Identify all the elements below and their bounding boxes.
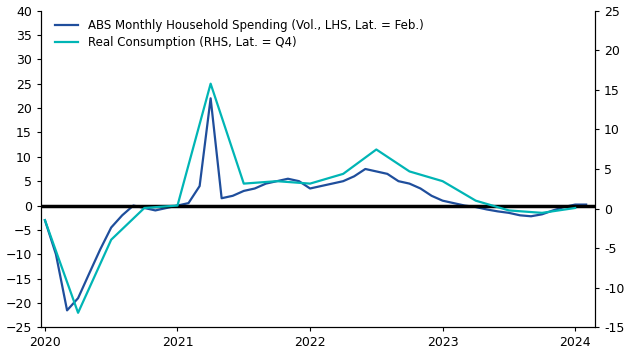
ABS Monthly Household Spending (Vol., LHS, Lat. = Feb.) xyxy=(394,179,402,183)
Real Consumption (RHS, Lat. = Q4) xyxy=(140,206,148,210)
ABS Monthly Household Spending (Vol., LHS, Lat. = Feb.) xyxy=(428,194,435,198)
ABS Monthly Household Spending (Vol., LHS, Lat. = Feb.) xyxy=(461,203,469,208)
ABS Monthly Household Spending (Vol., LHS, Lat. = Feb.) xyxy=(207,96,214,100)
ABS Monthly Household Spending (Vol., LHS, Lat. = Feb.) xyxy=(295,179,303,183)
ABS Monthly Household Spending (Vol., LHS, Lat. = Feb.) xyxy=(163,206,170,210)
ABS Monthly Household Spending (Vol., LHS, Lat. = Feb.) xyxy=(516,213,524,217)
ABS Monthly Household Spending (Vol., LHS, Lat. = Feb.) xyxy=(472,205,479,209)
ABS Monthly Household Spending (Vol., LHS, Lat. = Feb.) xyxy=(560,205,568,209)
Real Consumption (RHS, Lat. = Q4) xyxy=(439,179,447,183)
ABS Monthly Household Spending (Vol., LHS, Lat. = Feb.) xyxy=(196,184,203,188)
ABS Monthly Household Spending (Vol., LHS, Lat. = Feb.) xyxy=(229,194,236,198)
ABS Monthly Household Spending (Vol., LHS, Lat. = Feb.) xyxy=(118,213,126,217)
ABS Monthly Household Spending (Vol., LHS, Lat. = Feb.) xyxy=(538,212,546,217)
ABS Monthly Household Spending (Vol., LHS, Lat. = Feb.) xyxy=(140,206,148,210)
ABS Monthly Household Spending (Vol., LHS, Lat. = Feb.) xyxy=(273,179,281,183)
ABS Monthly Household Spending (Vol., LHS, Lat. = Feb.) xyxy=(251,186,258,191)
Line: Real Consumption (RHS, Lat. = Q4): Real Consumption (RHS, Lat. = Q4) xyxy=(45,84,575,313)
ABS Monthly Household Spending (Vol., LHS, Lat. = Feb.) xyxy=(41,218,49,222)
ABS Monthly Household Spending (Vol., LHS, Lat. = Feb.) xyxy=(63,308,71,312)
ABS Monthly Household Spending (Vol., LHS, Lat. = Feb.) xyxy=(108,225,115,230)
ABS Monthly Household Spending (Vol., LHS, Lat. = Feb.) xyxy=(262,181,270,186)
ABS Monthly Household Spending (Vol., LHS, Lat. = Feb.) xyxy=(130,203,137,208)
Real Consumption (RHS, Lat. = Q4) xyxy=(306,181,314,186)
ABS Monthly Household Spending (Vol., LHS, Lat. = Feb.) xyxy=(284,176,292,181)
ABS Monthly Household Spending (Vol., LHS, Lat. = Feb.) xyxy=(406,181,413,186)
Legend: ABS Monthly Household Spending (Vol., LHS, Lat. = Feb.), Real Consumption (RHS, : ABS Monthly Household Spending (Vol., LH… xyxy=(52,16,426,51)
ABS Monthly Household Spending (Vol., LHS, Lat. = Feb.) xyxy=(74,296,82,300)
Real Consumption (RHS, Lat. = Q4) xyxy=(472,198,479,203)
ABS Monthly Household Spending (Vol., LHS, Lat. = Feb.) xyxy=(505,211,513,215)
ABS Monthly Household Spending (Vol., LHS, Lat. = Feb.) xyxy=(152,208,159,213)
ABS Monthly Household Spending (Vol., LHS, Lat. = Feb.) xyxy=(218,196,226,200)
Real Consumption (RHS, Lat. = Q4) xyxy=(74,311,82,315)
Real Consumption (RHS, Lat. = Q4) xyxy=(340,172,347,176)
ABS Monthly Household Spending (Vol., LHS, Lat. = Feb.) xyxy=(362,167,369,171)
Real Consumption (RHS, Lat. = Q4) xyxy=(174,203,181,208)
Real Consumption (RHS, Lat. = Q4) xyxy=(505,208,513,213)
ABS Monthly Household Spending (Vol., LHS, Lat. = Feb.) xyxy=(85,272,93,276)
ABS Monthly Household Spending (Vol., LHS, Lat. = Feb.) xyxy=(549,208,557,213)
ABS Monthly Household Spending (Vol., LHS, Lat. = Feb.) xyxy=(416,186,424,191)
ABS Monthly Household Spending (Vol., LHS, Lat. = Feb.) xyxy=(174,203,181,208)
Real Consumption (RHS, Lat. = Q4) xyxy=(571,206,579,210)
ABS Monthly Household Spending (Vol., LHS, Lat. = Feb.) xyxy=(328,181,336,186)
Real Consumption (RHS, Lat. = Q4) xyxy=(372,147,380,152)
ABS Monthly Household Spending (Vol., LHS, Lat. = Feb.) xyxy=(527,214,535,218)
ABS Monthly Household Spending (Vol., LHS, Lat. = Feb.) xyxy=(96,247,104,252)
ABS Monthly Household Spending (Vol., LHS, Lat. = Feb.) xyxy=(450,201,457,205)
ABS Monthly Household Spending (Vol., LHS, Lat. = Feb.) xyxy=(494,209,501,213)
ABS Monthly Household Spending (Vol., LHS, Lat. = Feb.) xyxy=(571,202,579,207)
ABS Monthly Household Spending (Vol., LHS, Lat. = Feb.) xyxy=(306,186,314,191)
ABS Monthly Household Spending (Vol., LHS, Lat. = Feb.) xyxy=(52,252,60,256)
ABS Monthly Household Spending (Vol., LHS, Lat. = Feb.) xyxy=(384,172,391,176)
Real Consumption (RHS, Lat. = Q4) xyxy=(273,179,281,183)
Real Consumption (RHS, Lat. = Q4) xyxy=(207,82,214,86)
Real Consumption (RHS, Lat. = Q4) xyxy=(41,218,49,222)
ABS Monthly Household Spending (Vol., LHS, Lat. = Feb.) xyxy=(318,184,325,188)
ABS Monthly Household Spending (Vol., LHS, Lat. = Feb.) xyxy=(483,207,491,212)
ABS Monthly Household Spending (Vol., LHS, Lat. = Feb.) xyxy=(185,201,192,205)
Real Consumption (RHS, Lat. = Q4) xyxy=(406,169,413,174)
ABS Monthly Household Spending (Vol., LHS, Lat. = Feb.) xyxy=(350,174,358,179)
Line: ABS Monthly Household Spending (Vol., LHS, Lat. = Feb.): ABS Monthly Household Spending (Vol., LH… xyxy=(45,98,586,310)
ABS Monthly Household Spending (Vol., LHS, Lat. = Feb.) xyxy=(582,202,590,207)
Real Consumption (RHS, Lat. = Q4) xyxy=(108,237,115,242)
ABS Monthly Household Spending (Vol., LHS, Lat. = Feb.) xyxy=(372,169,380,174)
Real Consumption (RHS, Lat. = Q4) xyxy=(240,181,248,186)
Real Consumption (RHS, Lat. = Q4) xyxy=(538,211,546,215)
ABS Monthly Household Spending (Vol., LHS, Lat. = Feb.) xyxy=(439,198,447,203)
ABS Monthly Household Spending (Vol., LHS, Lat. = Feb.) xyxy=(340,179,347,183)
ABS Monthly Household Spending (Vol., LHS, Lat. = Feb.) xyxy=(240,189,248,193)
